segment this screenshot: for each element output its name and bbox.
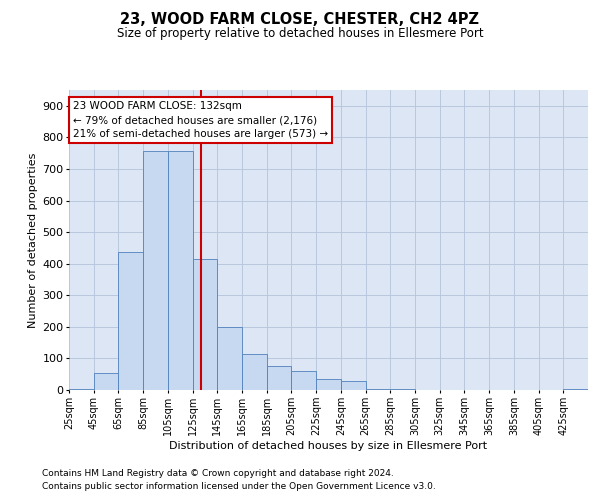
Y-axis label: Number of detached properties: Number of detached properties <box>28 152 38 328</box>
Bar <box>217 327 242 390</box>
Text: 23, WOOD FARM CLOSE, CHESTER, CH2 4PZ: 23, WOOD FARM CLOSE, CHESTER, CH2 4PZ <box>121 12 479 28</box>
Bar <box>168 151 193 390</box>
Text: Contains public sector information licensed under the Open Government Licence v3: Contains public sector information licen… <box>42 482 436 491</box>
Text: Size of property relative to detached houses in Ellesmere Port: Size of property relative to detached ho… <box>116 28 484 40</box>
Bar <box>365 389 390 390</box>
Bar <box>242 354 267 390</box>
Bar <box>390 389 415 390</box>
Bar <box>94 372 118 390</box>
X-axis label: Distribution of detached houses by size in Ellesmere Port: Distribution of detached houses by size … <box>169 440 488 450</box>
Bar <box>143 151 168 390</box>
Bar <box>316 379 341 390</box>
Bar <box>341 380 365 390</box>
Text: Contains HM Land Registry data © Crown copyright and database right 2024.: Contains HM Land Registry data © Crown c… <box>42 468 394 477</box>
Bar <box>292 371 316 390</box>
Bar <box>267 366 292 390</box>
Bar <box>193 259 217 390</box>
Text: 23 WOOD FARM CLOSE: 132sqm
← 79% of detached houses are smaller (2,176)
21% of s: 23 WOOD FARM CLOSE: 132sqm ← 79% of deta… <box>73 101 328 139</box>
Bar <box>118 252 143 390</box>
